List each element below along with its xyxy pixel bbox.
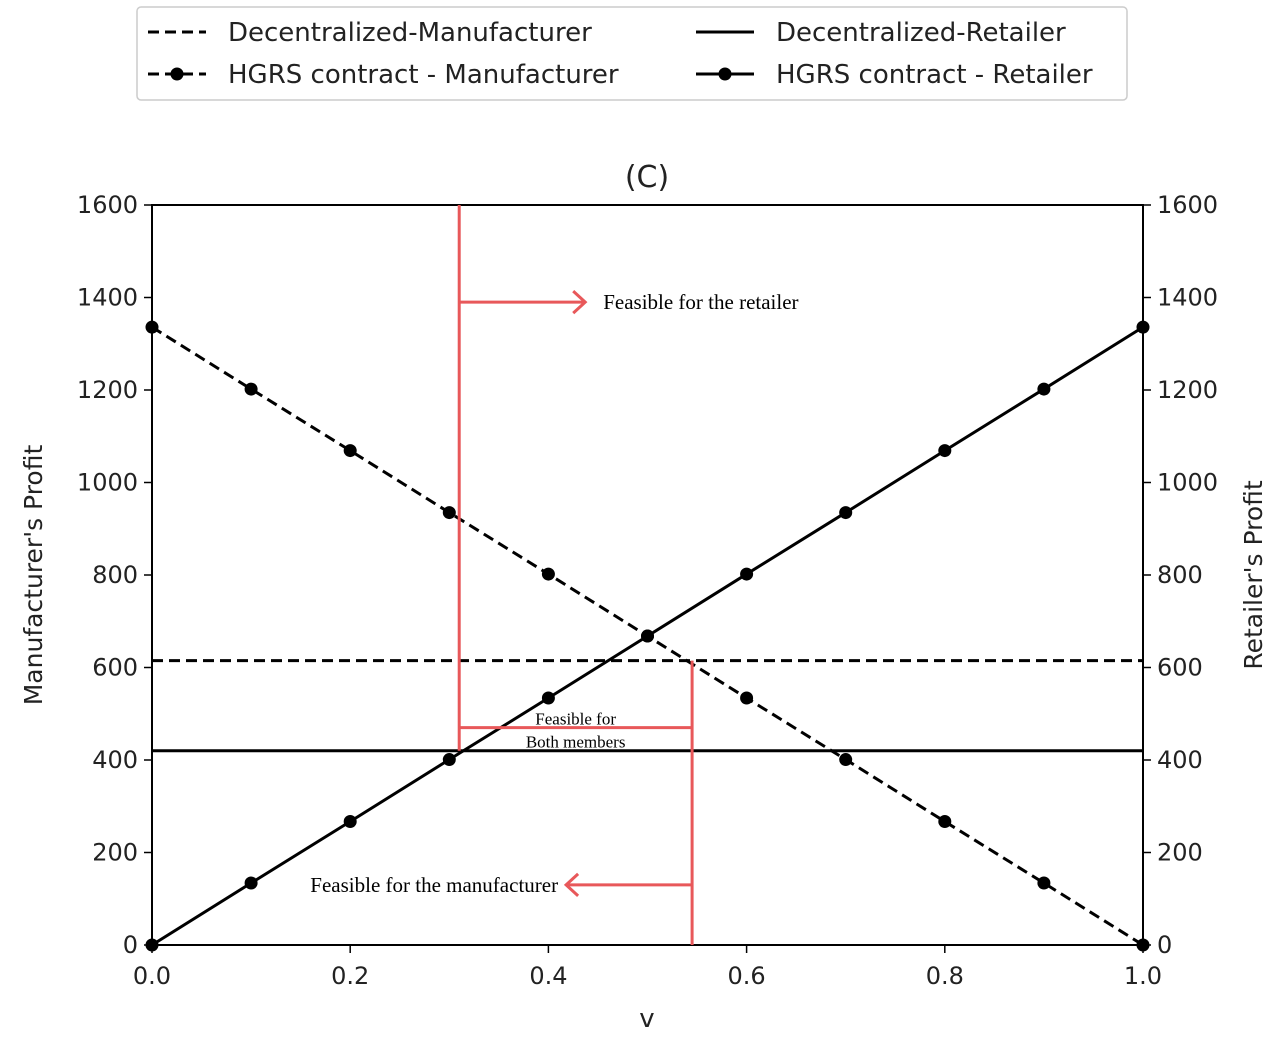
x-tick-label: 1.0 (1124, 962, 1162, 990)
series-3-point (541, 567, 555, 581)
series-3-point (740, 691, 754, 705)
retailer-arrow-head (572, 290, 588, 315)
legend-label-1: Decentralized-Manufacturer (228, 18, 592, 48)
legend: Decentralized-Manufacturer HGRS contract … (136, 6, 1128, 101)
y-tick-label-left: 0 (123, 931, 138, 959)
series-4-point (145, 938, 159, 952)
series-4-point (740, 567, 754, 581)
y-tick-label-left: 600 (92, 654, 138, 682)
series-3-point (343, 444, 357, 458)
x-tick-label: 0.6 (728, 962, 766, 990)
both-feasible-text-line2: Both members (526, 733, 626, 752)
legend-marker-4 (718, 67, 732, 81)
legend-frame (136, 6, 1128, 101)
series-4-point (1136, 320, 1150, 334)
legend-label-2: Decentralized-Retailer (776, 18, 1066, 48)
series-3-point (1037, 876, 1051, 890)
series-4-point (442, 753, 456, 767)
chart-title: (C) (625, 160, 669, 195)
series-3-point (244, 382, 258, 396)
manufacturer-feasible-text: Feasible for the manufacturer (310, 873, 558, 897)
series-4-point (541, 691, 555, 705)
legend-marker-3 (170, 67, 184, 81)
y-tick-label-right: 200 (1157, 839, 1203, 867)
y-tick-label-right: 800 (1157, 561, 1203, 589)
y-tick-label-left: 800 (92, 561, 138, 589)
series-4-point (839, 506, 853, 520)
x-tick-label: 0.4 (529, 962, 567, 990)
y-tick-label-right: 1200 (1157, 376, 1218, 404)
y-tick-label-left: 1400 (77, 284, 138, 312)
y-tick-label-right: 0 (1157, 931, 1172, 959)
series-4-point (1037, 382, 1051, 396)
manufacturer-arrow-head (563, 872, 580, 897)
y-tick-label-right: 400 (1157, 746, 1203, 774)
legend-label-3: HGRS contract - Manufacturer (228, 60, 619, 90)
series-4-point (343, 815, 357, 829)
y-tick-label-left: 1000 (77, 469, 138, 497)
series-4-point (938, 444, 952, 458)
y-tick-label-right: 1600 (1157, 191, 1218, 219)
y-tick-label-left: 1200 (77, 376, 138, 404)
y-tick-label-right: 1000 (1157, 469, 1218, 497)
y-tick-label-left: 1600 (77, 191, 138, 219)
series-3-point (839, 753, 853, 767)
legend-label-4: HGRS contract - Retailer (776, 60, 1093, 90)
series-4-point (244, 876, 258, 890)
series-3-point (1136, 938, 1150, 952)
y-tick-label-left: 200 (92, 839, 138, 867)
y-axis-label-left: Manufacturer's Profit (19, 445, 48, 706)
y-tick-label-left: 400 (92, 746, 138, 774)
x-tick-label: 0.8 (926, 962, 964, 990)
x-tick-label: 0.2 (331, 962, 369, 990)
plot-frame (151, 204, 1144, 946)
x-axis-label: v (639, 1004, 654, 1034)
series-3-point (442, 506, 456, 520)
y-tick-label-right: 1400 (1157, 284, 1218, 312)
y-axis-label-right: Retailer's Profit (1239, 480, 1268, 670)
retailer-feasible-text: Feasible for the retailer (603, 290, 798, 314)
both-feasible-text-line1: Feasible for (535, 710, 616, 729)
series-3-point (145, 320, 159, 334)
series-4-point (641, 629, 654, 643)
x-tick-label: 0.0 (133, 962, 171, 990)
y-tick-label-right: 600 (1157, 654, 1203, 682)
series-3-point (938, 815, 952, 829)
